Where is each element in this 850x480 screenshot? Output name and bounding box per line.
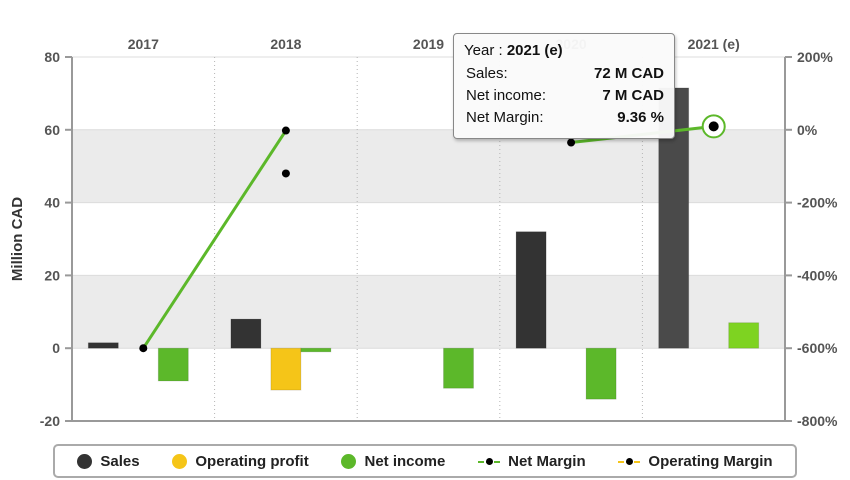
y-left-tick-label: 60	[44, 122, 60, 138]
tooltip-net-income-label: Net income:	[466, 87, 547, 104]
bar-net-income	[585, 347, 617, 400]
y-right-tick-label: 0%	[797, 122, 818, 138]
y-right-tick-label: 200%	[797, 49, 833, 65]
y-left-tick-label: 80	[44, 49, 60, 65]
point-operating-margin	[281, 169, 290, 178]
x-tick-label: 2018	[270, 36, 301, 52]
legend-swatch-net-income	[341, 453, 357, 469]
tooltip-row-sales: Sales: 72 M CAD	[464, 63, 664, 85]
tooltip-year-label: Year :	[464, 42, 507, 59]
y-left-tick-label: 20	[44, 267, 60, 283]
tooltip-year-value: 2021 (e)	[506, 42, 563, 59]
y-left-tick-label: 40	[44, 195, 60, 211]
tooltip-row-net-margin: Net Margin: 9.36 %	[464, 107, 664, 129]
y-left-tick-label: -20	[40, 413, 60, 429]
bar-operating-profit	[270, 347, 302, 391]
bar-sales	[87, 342, 119, 349]
line-segment-net-margin	[142, 129, 288, 350]
legend-swatch-operating-profit	[172, 453, 188, 469]
tooltip-net-margin-label: Net Margin:	[466, 109, 544, 126]
legend-label-operating-margin: Operating Margin	[648, 452, 773, 470]
tooltip-sales-label: Sales:	[466, 65, 508, 82]
legend-swatch-net-margin	[478, 454, 501, 469]
x-tick-label: 2021 (e)	[688, 36, 740, 52]
tooltip-net-margin-value: 9.36 %	[617, 109, 664, 126]
legend-swatch-operating-margin	[618, 454, 641, 469]
y-right-tick-label: -400%	[797, 267, 838, 283]
legend-item-operating-profit[interactable]: Operating profit	[172, 452, 309, 470]
legend-label-net-margin: Net Margin	[508, 452, 586, 470]
tooltip-row-net-income: Net income: 7 M CAD	[464, 85, 664, 107]
y-axis-title: Million CAD	[9, 197, 26, 281]
bar-net-income	[300, 347, 332, 353]
point-net-margin	[139, 344, 148, 353]
point-net-margin	[708, 121, 719, 132]
x-tick-label: 2019	[413, 36, 444, 52]
point-net-margin	[281, 126, 290, 135]
legend-item-operating-margin[interactable]: Operating Margin	[618, 452, 773, 470]
y-right-tick-label: -800%	[797, 413, 838, 429]
chart-legend: Sales Operating profit Net income Net Ma…	[53, 444, 797, 478]
legend-item-net-margin[interactable]: Net Margin	[478, 453, 586, 470]
y-left-tick-label: 0	[52, 340, 60, 356]
point-net-margin	[567, 138, 576, 147]
legend-label-sales: Sales	[100, 452, 140, 470]
tooltip-net-income-value: 7 M CAD	[602, 87, 664, 104]
bar-net-income	[157, 347, 189, 382]
grid-band-0	[72, 348, 785, 421]
chart-tooltip: Year : 2021 (e) Sales: 72 M CAD Net inco…	[453, 33, 675, 139]
y-right-tick-label: -200%	[797, 195, 838, 211]
legend-label-net-income: Net income	[364, 452, 446, 470]
legend-swatch-sales	[77, 453, 93, 469]
legend-item-net-income[interactable]: Net income	[341, 453, 445, 470]
bar-net-income	[443, 347, 474, 389]
tooltip-title: Year : 2021 (e)	[464, 42, 664, 59]
x-tick-label: 2017	[128, 36, 159, 52]
bar-net-income	[728, 322, 760, 349]
bar-sales	[515, 231, 547, 349]
legend-label-operating-profit: Operating profit	[195, 452, 309, 470]
y-right-tick-label: -600%	[797, 340, 838, 356]
tooltip-sales-value: 72 M CAD	[593, 65, 664, 82]
bar-sales	[230, 318, 262, 349]
legend-item-sales[interactable]: Sales	[77, 452, 140, 470]
